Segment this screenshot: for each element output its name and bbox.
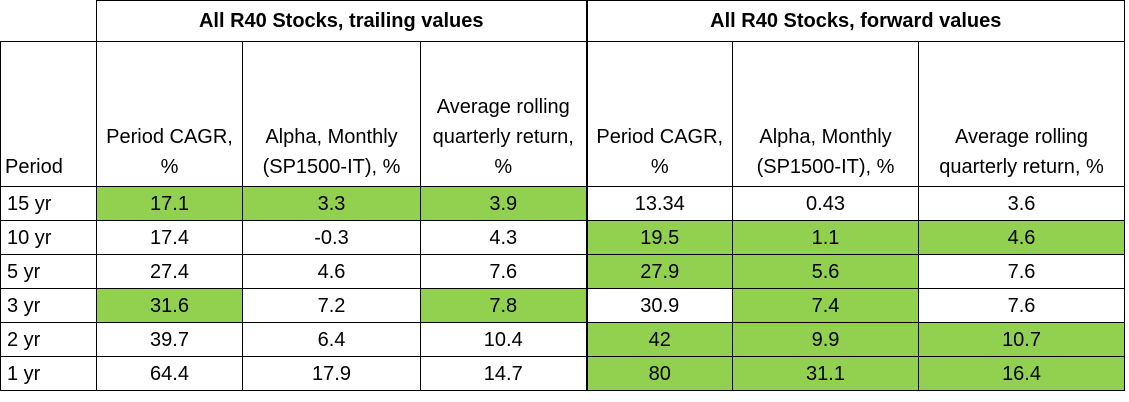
cell-forward-rolling: 10.7 <box>918 322 1126 357</box>
table-row: 2 yr 39.7 6.4 10.4 42 9.9 10.7 <box>0 322 1126 357</box>
cell-period: 10 yr <box>0 220 97 255</box>
cell-trailing-cagr: 17.1 <box>96 186 243 221</box>
cell-forward-rolling: 4.6 <box>918 220 1126 255</box>
cell-forward-cagr: 30.9 <box>585 288 734 323</box>
column-header-row: Period Period CAGR, % Alpha, Monthly (SP… <box>0 41 1126 187</box>
cell-trailing-alpha: 4.6 <box>242 254 421 289</box>
group-header-row: All R40 Stocks, trailing values All R40 … <box>0 0 1126 42</box>
cell-trailing-rolling: 7.6 <box>419 254 588 289</box>
table-row: 1 yr 64.4 17.9 14.7 80 31.1 16.4 <box>0 356 1126 391</box>
cell-forward-cagr: 27.9 <box>585 254 734 289</box>
cell-trailing-rolling: 3.9 <box>419 186 588 221</box>
cell-trailing-rolling: 14.7 <box>419 356 588 391</box>
returns-table: All R40 Stocks, trailing values All R40 … <box>0 0 1126 391</box>
cell-forward-cagr: 80 <box>585 356 734 391</box>
cell-trailing-alpha: 17.9 <box>242 356 421 391</box>
cell-period: 2 yr <box>0 322 97 357</box>
cell-forward-cagr: 13.34 <box>585 186 734 221</box>
header-trailing-cagr: Period CAGR, % <box>96 41 243 187</box>
cell-forward-alpha: 7.4 <box>732 288 920 323</box>
cell-period: 15 yr <box>0 186 97 221</box>
cell-forward-cagr: 42 <box>585 322 734 357</box>
cell-trailing-rolling: 4.3 <box>419 220 588 255</box>
cell-trailing-alpha: 6.4 <box>242 322 421 357</box>
cell-period: 1 yr <box>0 356 97 391</box>
header-forward-alpha: Alpha, Monthly (SP1500-IT), % <box>732 41 920 187</box>
cell-period: 5 yr <box>0 254 97 289</box>
header-period: Period <box>0 41 97 187</box>
cell-forward-rolling: 7.6 <box>918 288 1126 323</box>
cell-period: 3 yr <box>0 288 97 323</box>
cell-forward-alpha: 0.43 <box>732 186 920 221</box>
table-row: 15 yr 17.1 3.3 3.9 13.34 0.43 3.6 <box>0 186 1126 221</box>
cell-trailing-cagr: 39.7 <box>96 322 243 357</box>
table-row: 10 yr 17.4 -0.3 4.3 19.5 1.1 4.6 <box>0 220 1126 255</box>
cell-forward-cagr: 19.5 <box>585 220 734 255</box>
cell-forward-alpha: 1.1 <box>732 220 920 255</box>
header-trailing-rolling: Average rolling quarterly return, % <box>419 41 588 187</box>
cell-trailing-cagr: 27.4 <box>96 254 243 289</box>
cell-trailing-alpha: 3.3 <box>242 186 421 221</box>
cell-forward-alpha: 9.9 <box>732 322 920 357</box>
group-forward: All R40 Stocks, forward values <box>585 0 1126 42</box>
cell-trailing-cagr: 31.6 <box>96 288 243 323</box>
cell-forward-rolling: 16.4 <box>918 356 1126 391</box>
cell-trailing-cagr: 64.4 <box>96 356 243 391</box>
header-forward-rolling: Average rolling quarterly return, % <box>918 41 1126 187</box>
cell-trailing-alpha: 7.2 <box>242 288 421 323</box>
cell-trailing-rolling: 10.4 <box>419 322 588 357</box>
header-trailing-alpha: Alpha, Monthly (SP1500-IT), % <box>242 41 421 187</box>
table-row: 5 yr 27.4 4.6 7.6 27.9 5.6 7.6 <box>0 254 1126 289</box>
cell-trailing-rolling: 7.8 <box>419 288 588 323</box>
cell-trailing-alpha: -0.3 <box>242 220 421 255</box>
table-row: 3 yr 31.6 7.2 7.8 30.9 7.4 7.6 <box>0 288 1126 323</box>
cell-forward-rolling: 3.6 <box>918 186 1126 221</box>
corner-cell <box>0 0 97 42</box>
cell-forward-alpha: 31.1 <box>732 356 920 391</box>
group-trailing: All R40 Stocks, trailing values <box>95 0 588 42</box>
cell-forward-alpha: 5.6 <box>732 254 920 289</box>
cell-trailing-cagr: 17.4 <box>96 220 243 255</box>
cell-forward-rolling: 7.6 <box>918 254 1126 289</box>
header-forward-cagr: Period CAGR, % <box>585 41 734 187</box>
